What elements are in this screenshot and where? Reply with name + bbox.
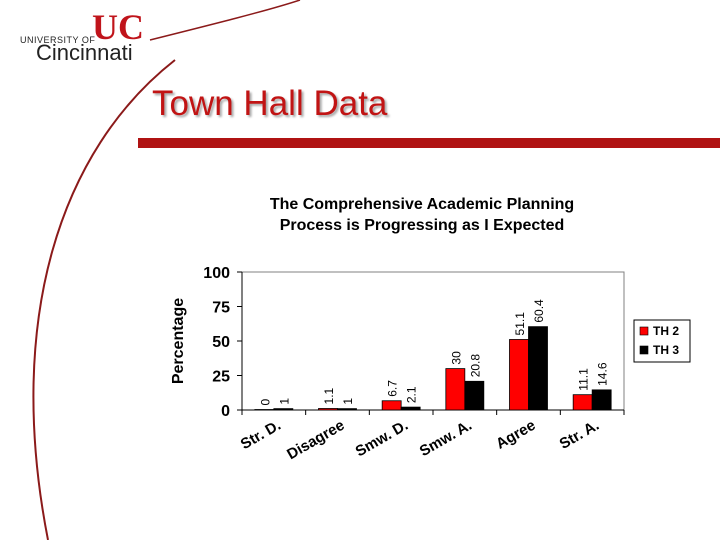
chart-legend: TH 2 TH 3 xyxy=(633,319,691,363)
x-category-label: Agree xyxy=(493,417,538,453)
x-category-label: Disagree xyxy=(284,417,347,463)
bar-0-1 xyxy=(318,408,338,411)
chart-title-line: The Comprehensive Academic Planning xyxy=(270,196,574,213)
y-tick-label: 0 xyxy=(221,403,230,420)
x-category-label: Str. D. xyxy=(238,417,284,453)
data-label: 1.1 xyxy=(322,387,336,404)
legend-swatch xyxy=(639,326,649,336)
bar-0-2 xyxy=(381,400,402,411)
x-category-label: Smw. A. xyxy=(417,417,475,460)
data-label: 1 xyxy=(341,398,355,405)
data-label: 0 xyxy=(258,399,272,406)
title-underline-bar xyxy=(138,138,720,148)
decorative-left-curve xyxy=(32,59,176,540)
legend-label: TH 2 xyxy=(653,324,679,338)
x-category-label: Str. A. xyxy=(557,417,603,453)
data-label: 6.7 xyxy=(386,380,400,397)
bar-1-2 xyxy=(400,406,421,411)
plot-frame xyxy=(241,271,625,411)
y-tick-label: 100 xyxy=(203,265,230,282)
logo-university-of: UNIVERSITY OF xyxy=(20,35,96,45)
data-label: 2.1 xyxy=(405,386,419,403)
bar-0-0 xyxy=(254,409,275,411)
bar-1-4 xyxy=(528,326,548,411)
legend-swatch xyxy=(639,345,649,355)
data-label: 60.4 xyxy=(532,299,546,323)
chart-title-line: Process is Progressing as I Expected xyxy=(280,217,565,234)
data-label: 11.1 xyxy=(577,368,591,391)
y-axis-label: Percentage xyxy=(170,298,187,384)
data-label: 1 xyxy=(277,398,291,405)
bar-1-5 xyxy=(591,389,612,411)
chart-title: The Comprehensive Academic Planning Proce… xyxy=(270,196,574,234)
y-tick-label: 25 xyxy=(212,369,230,386)
bar-1-0 xyxy=(273,408,294,411)
y-tick-label: 50 xyxy=(212,334,230,351)
y-tick-label: 75 xyxy=(212,300,230,317)
data-label: 20.8 xyxy=(468,354,482,378)
data-label: 51.1 xyxy=(513,312,527,336)
decorative-top-arc xyxy=(149,0,301,41)
bar-0-3 xyxy=(445,368,466,411)
x-category-label: Smw. D. xyxy=(353,417,412,461)
bar-0-4 xyxy=(509,339,529,411)
legend-label: TH 3 xyxy=(653,343,679,357)
logo-cincinnati: Cincinnati xyxy=(36,40,133,65)
bar-0-5 xyxy=(572,394,593,411)
data-label: 30 xyxy=(449,351,463,365)
slide-title: Town Hall Data xyxy=(152,84,388,123)
bar-1-3 xyxy=(464,380,485,411)
uc-logo-mark: UC xyxy=(92,7,144,47)
data-label: 14.6 xyxy=(596,362,610,386)
bar-1-1 xyxy=(337,408,357,411)
